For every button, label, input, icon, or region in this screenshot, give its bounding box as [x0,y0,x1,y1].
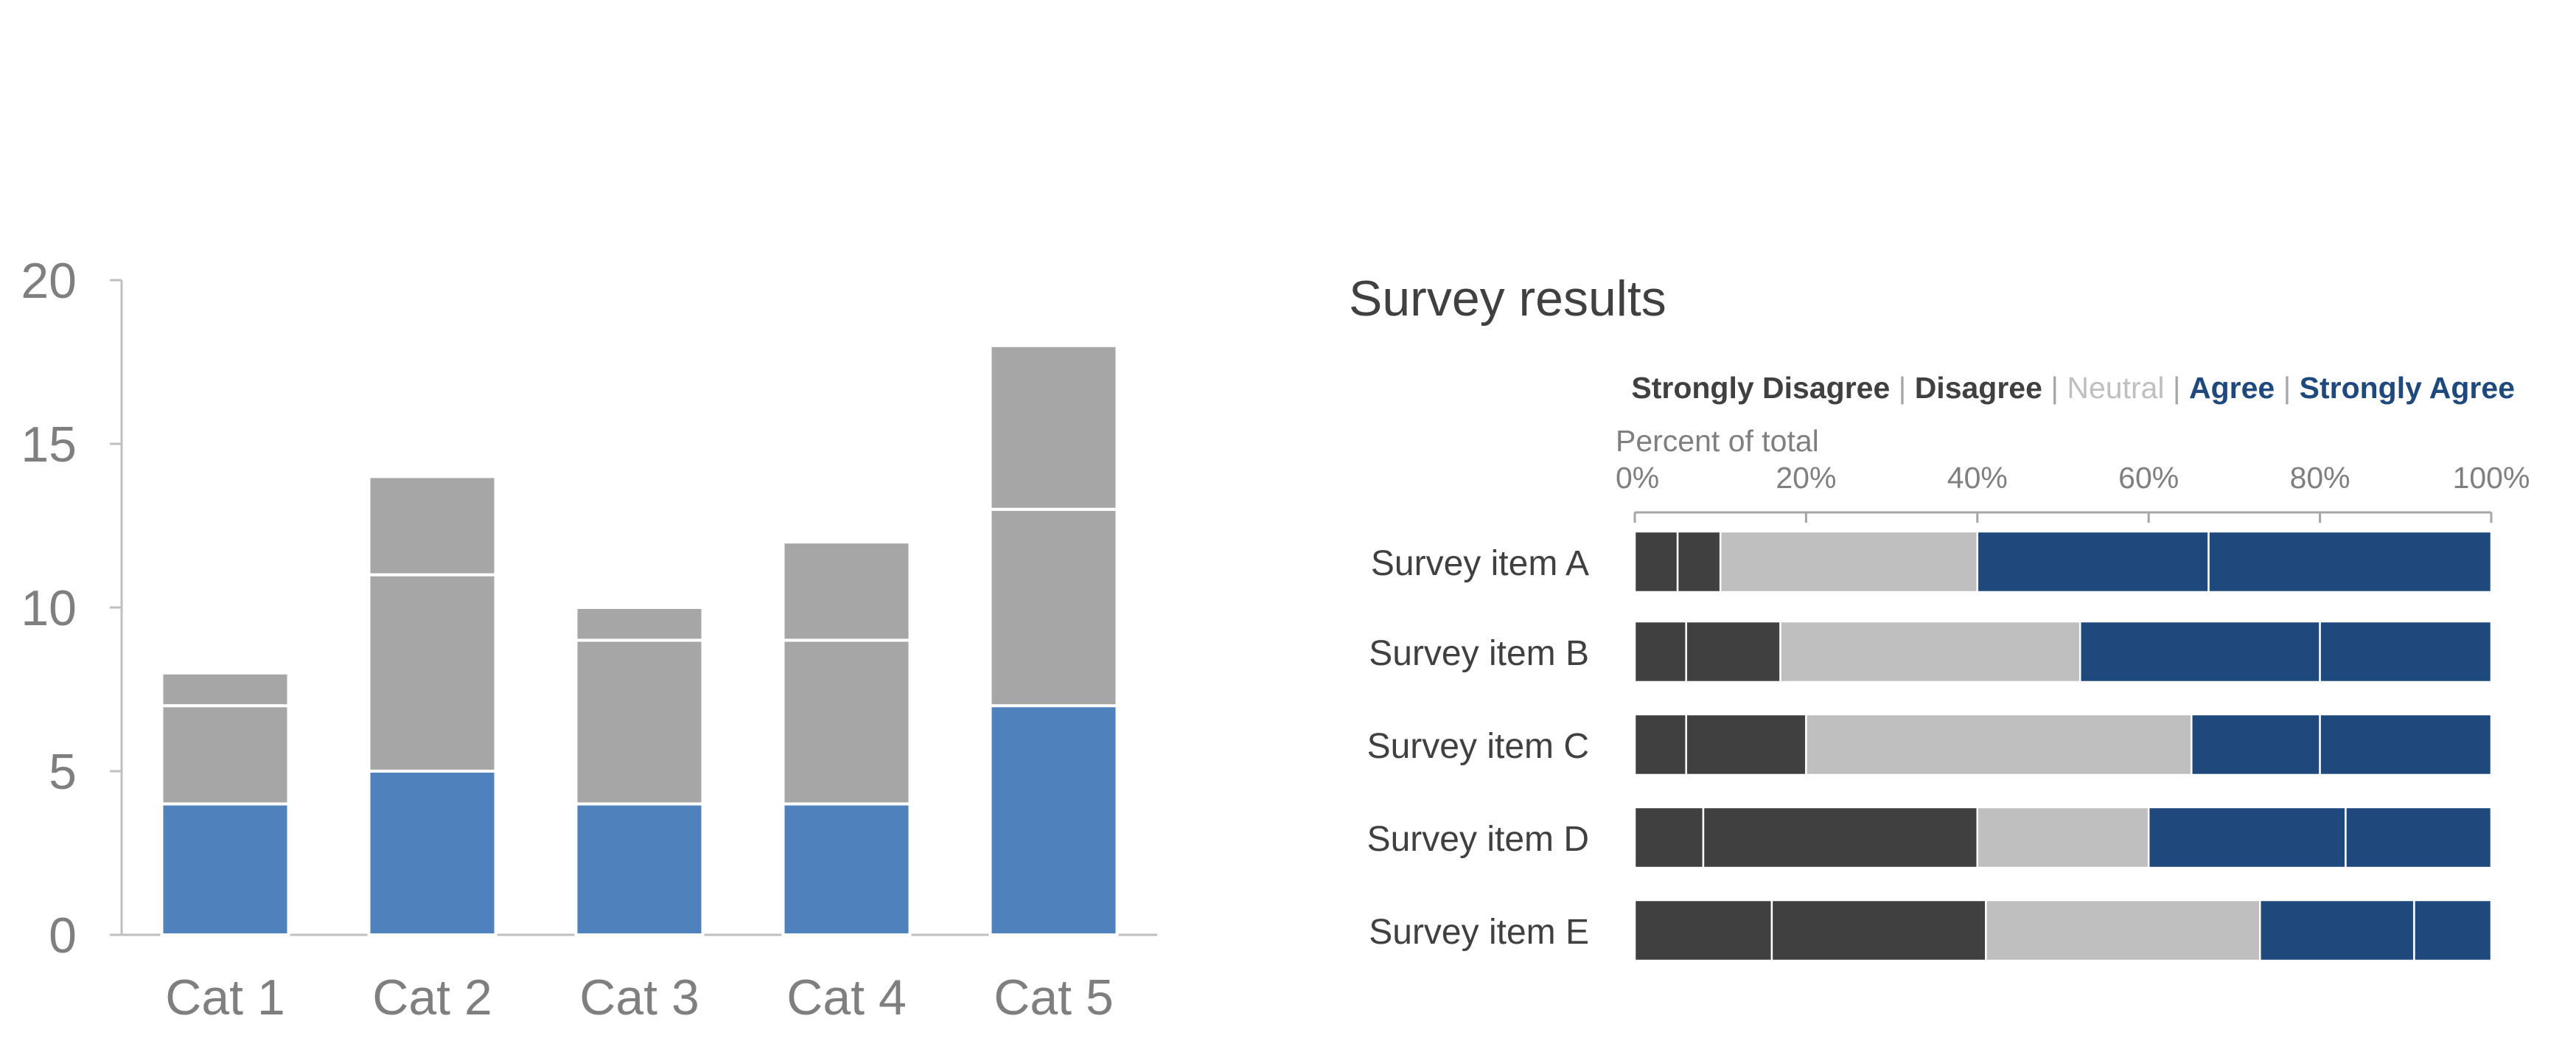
legend-entry: Agree [2189,371,2275,405]
y-tick-label: 0 [49,908,77,964]
bar-segment [2319,620,2493,683]
bar-segment [1976,530,2210,593]
bar-segment [574,606,705,642]
x-category-label: Cat 2 [372,969,492,1026]
y-tick-label: 15 [21,417,77,473]
bar-segment [1633,713,1687,776]
bar-segment [1770,899,1987,962]
y-tick-label: 20 [21,253,77,309]
x-tick-label: 100% [2453,461,2530,495]
bar-segment [367,770,498,936]
legend-separator: | [1890,371,1914,405]
bar-segment [2078,620,2321,683]
x-category-label: Cat 1 [165,969,285,1026]
bar-segment [574,638,705,806]
x-category-label: Cat 3 [579,969,699,1026]
bar-segment [1779,620,2081,683]
x-tick-label: 80% [2290,461,2350,495]
legend-separator: | [2165,371,2189,405]
survey-item-label: Survey item D [1367,820,1589,859]
bar-segment [2319,713,2493,776]
survey-results-chart: Survey results Strongly Disagree | Disagr… [1349,271,2530,962]
bar-segment [781,638,912,806]
legend-entry: Disagree [1915,371,2042,405]
bar-segment [367,573,498,773]
y-tick-label: 5 [49,744,77,800]
bar-segment [1976,806,2150,869]
legend-entry: Neutral [2067,371,2164,405]
survey-item-label: Survey item E [1369,913,1589,952]
bar-segment [1702,806,1979,869]
bar-segment [1685,713,1807,776]
legend: Strongly Disagree | Disagree | Neutral |… [1631,371,2515,405]
bar-segment [1633,806,1705,869]
bar-segment [1633,530,1679,593]
x-tick-label: 0% [1616,461,1659,495]
legend-entry: Strongly Agree [2300,371,2515,405]
bar-segment [1676,530,1722,593]
bar-segment [1805,713,2193,776]
legend-entry: Strongly Disagree [1631,371,1890,405]
bar-segment [2207,530,2493,593]
x-tick-label: 40% [1947,461,2008,495]
stacked-column-chart: 0 5 10 15 20 Cat 1 Cat 2 Cat 3 Cat 4 Cat 5 [21,253,1157,1026]
legend-separator: | [2042,371,2067,405]
bar-segment [988,507,1119,708]
bar-segment [1633,620,1687,683]
survey-item-label: Survey item A [1371,544,1589,583]
bar-segment [781,540,912,642]
bar-segment [2345,806,2493,869]
bar-segment [781,802,912,937]
bar-segment [367,475,498,577]
bar-segment [1633,899,1773,962]
bar-segment [1985,899,2261,962]
bar-segment [988,704,1119,936]
x-tick-label: 60% [2118,461,2179,495]
y-tick-label: 10 [21,580,77,636]
bar-segment [160,671,290,708]
x-axis-title: Percent of total [1616,424,1819,458]
legend-separator: | [2275,371,2299,405]
x-category-label: Cat 5 [994,969,1114,1026]
bar-segment [1719,530,1979,593]
bar-segment [988,344,1119,511]
bar-segment [2413,899,2493,962]
bar-segment [2259,899,2415,962]
bar-segment [574,802,705,937]
x-tick-label: 20% [1776,461,1836,495]
bar-segment [160,704,290,806]
bar-segment [2147,806,2347,869]
survey-item-label: Survey item B [1369,634,1589,673]
x-category-label: Cat 4 [786,969,907,1026]
chart-title: Survey results [1349,271,1666,327]
bar-segment [160,802,290,937]
bar-segment [1685,620,1781,683]
bar-segment [2191,713,2321,776]
survey-item-label: Survey item C [1367,727,1589,766]
